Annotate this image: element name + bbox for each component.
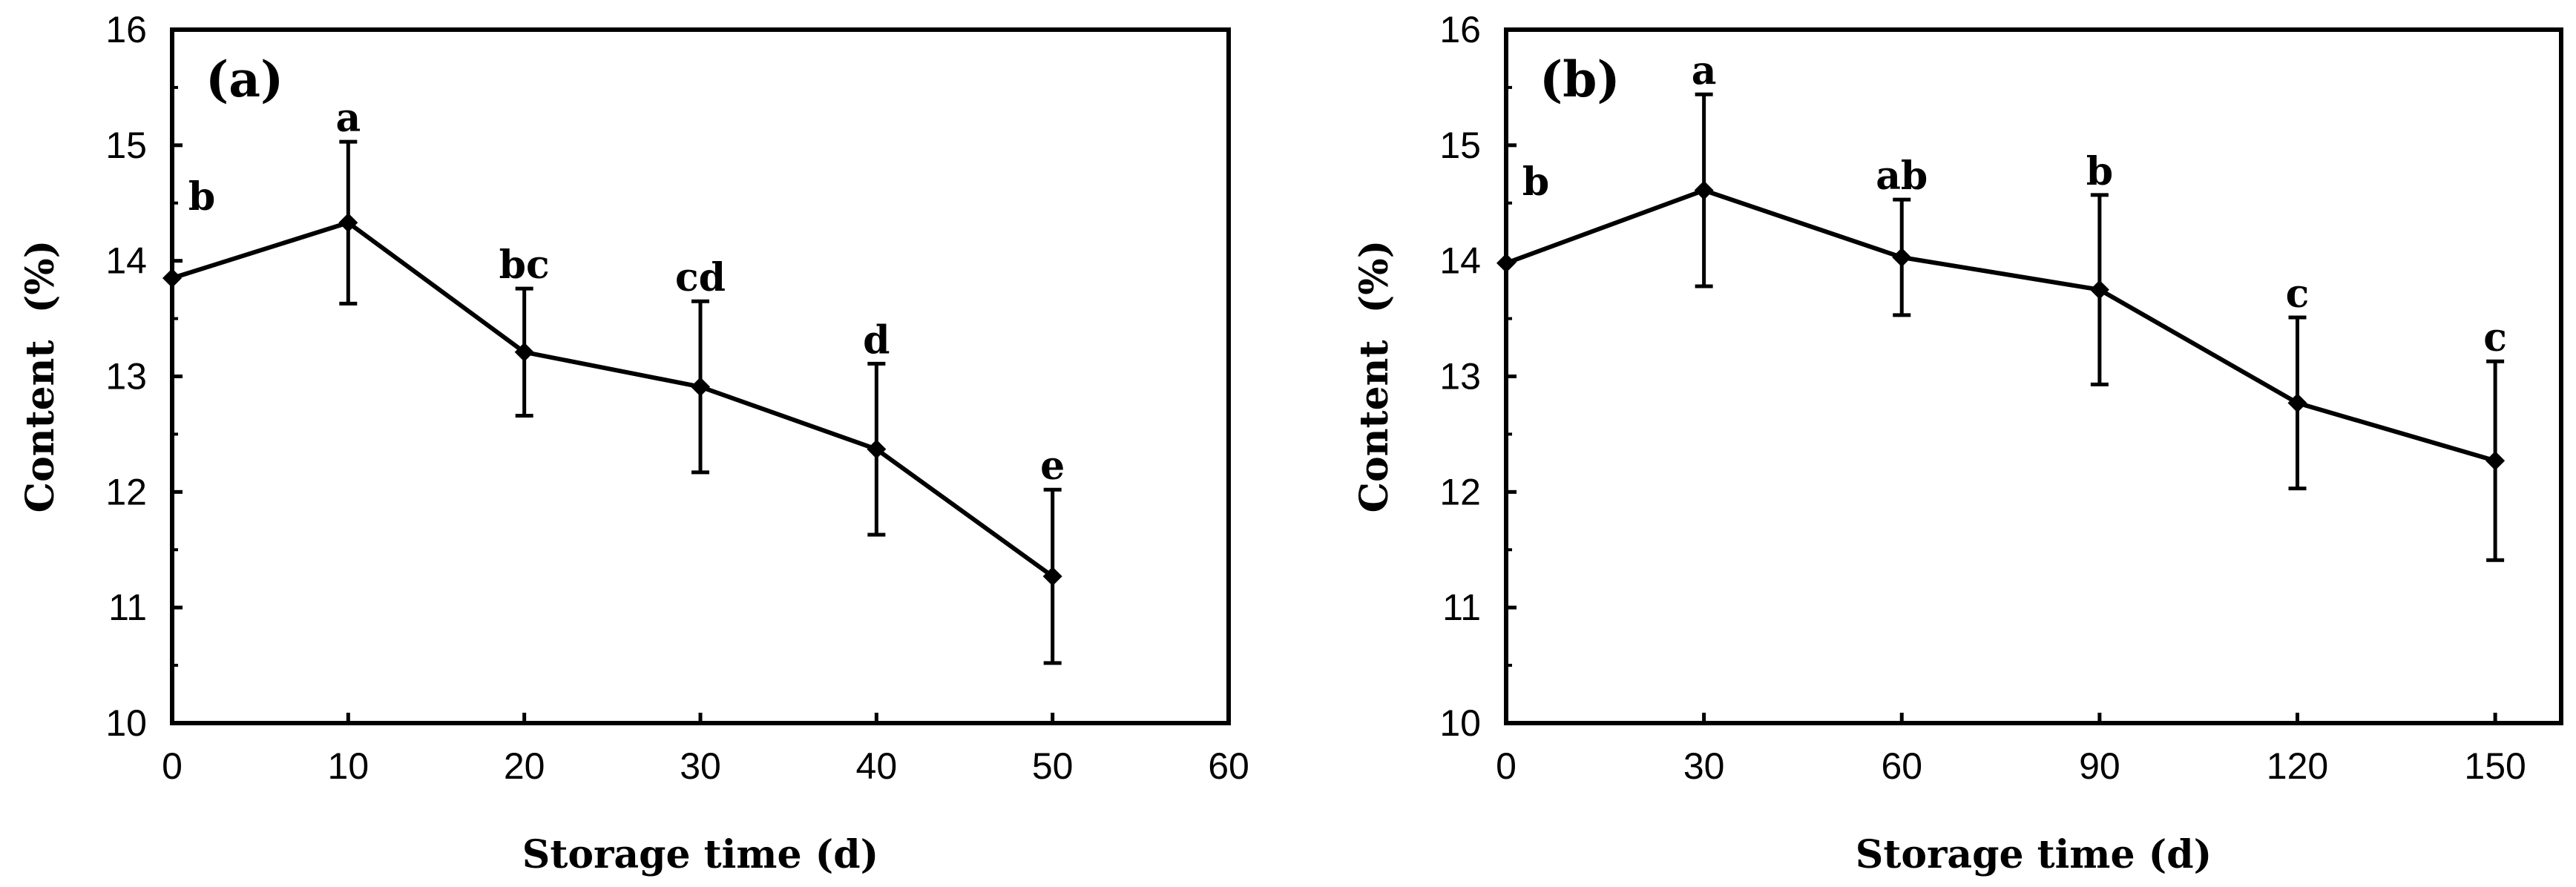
x-tick-label: 30 bbox=[680, 745, 721, 787]
y-axis-title: Content (%) bbox=[18, 240, 63, 513]
series-line bbox=[171, 220, 1054, 578]
significance-label: b bbox=[188, 174, 215, 220]
x-tick-label: 90 bbox=[2079, 745, 2120, 787]
x-tick-label: 0 bbox=[162, 745, 183, 787]
chart-panel-1: 10 11 12 13 14 15 16 0 10 20 30 40 50 60 Storage time … bbox=[18, 9, 1249, 877]
data-point bbox=[2485, 451, 2506, 471]
x-tick-label: 10 bbox=[328, 745, 369, 787]
y-tick-label: 10 bbox=[105, 702, 147, 744]
x-axis-title: Storage time (d) bbox=[1856, 832, 2212, 877]
data-point bbox=[338, 213, 358, 233]
y-tick-label: 15 bbox=[1439, 125, 1481, 166]
significance-label: a bbox=[335, 96, 361, 141]
data-point bbox=[162, 268, 182, 288]
y-tick-label: 13 bbox=[1439, 356, 1481, 398]
x-tick-label: 30 bbox=[1683, 745, 1725, 787]
x-tick-label: 50 bbox=[1032, 745, 1074, 787]
data-point bbox=[691, 377, 710, 397]
data-point bbox=[514, 342, 534, 362]
significance-label: d bbox=[863, 317, 890, 363]
y-axis-title: Content (%) bbox=[1352, 240, 1397, 513]
y-tick-label: 14 bbox=[105, 240, 147, 282]
data-point bbox=[867, 439, 887, 459]
y-tick-label: 16 bbox=[105, 9, 147, 50]
x-tick-label: 150 bbox=[2464, 745, 2526, 787]
x-tick-label: 40 bbox=[856, 745, 898, 787]
x-tick-label: 60 bbox=[1208, 745, 1249, 787]
y-tick-label: 11 bbox=[1442, 587, 1481, 628]
y-tick-label: 16 bbox=[1439, 9, 1481, 50]
y-tick-label: 13 bbox=[105, 356, 147, 398]
panel-label: (b) bbox=[1540, 50, 1620, 108]
significance-label: cd bbox=[675, 255, 726, 300]
y-tick-label: 12 bbox=[105, 471, 147, 512]
y-tick-label: 15 bbox=[105, 125, 147, 166]
significance-label: e bbox=[1040, 444, 1065, 489]
significance-label: c bbox=[2483, 315, 2507, 360]
panel-label: (a) bbox=[206, 50, 283, 108]
significance-label: a bbox=[1692, 48, 1717, 93]
significance-label: c bbox=[2286, 271, 2310, 317]
y-tick-label: 12 bbox=[1439, 471, 1481, 512]
plot-frame bbox=[1504, 27, 2563, 725]
data-point bbox=[2089, 280, 2109, 300]
chart-panel-2: 10 11 12 13 14 15 16 0 30 60 90 120 150 Storage time … bbox=[1352, 9, 2563, 877]
x-tick-label: 120 bbox=[2267, 745, 2328, 787]
x-tick-label: 60 bbox=[1881, 745, 1922, 787]
series-line bbox=[1505, 188, 2496, 464]
x-tick-label: 0 bbox=[1496, 745, 1517, 787]
significance-label: b bbox=[1522, 159, 1549, 205]
data-point bbox=[1496, 253, 1516, 273]
y-tick-label: 11 bbox=[108, 587, 147, 628]
y-tick-label: 14 bbox=[1439, 240, 1481, 282]
data-point bbox=[1042, 567, 1062, 587]
significance-label: ab bbox=[1876, 154, 1928, 199]
y-tick-label: 10 bbox=[1439, 702, 1481, 744]
data-point bbox=[1694, 180, 1714, 200]
x-tick-label: 20 bbox=[504, 745, 545, 787]
data-point bbox=[2287, 393, 2307, 413]
significance-label: bc bbox=[499, 243, 550, 288]
significance-label: b bbox=[2086, 149, 2113, 194]
x-axis-title: Storage time (d) bbox=[522, 832, 878, 877]
data-point bbox=[1892, 247, 1912, 267]
